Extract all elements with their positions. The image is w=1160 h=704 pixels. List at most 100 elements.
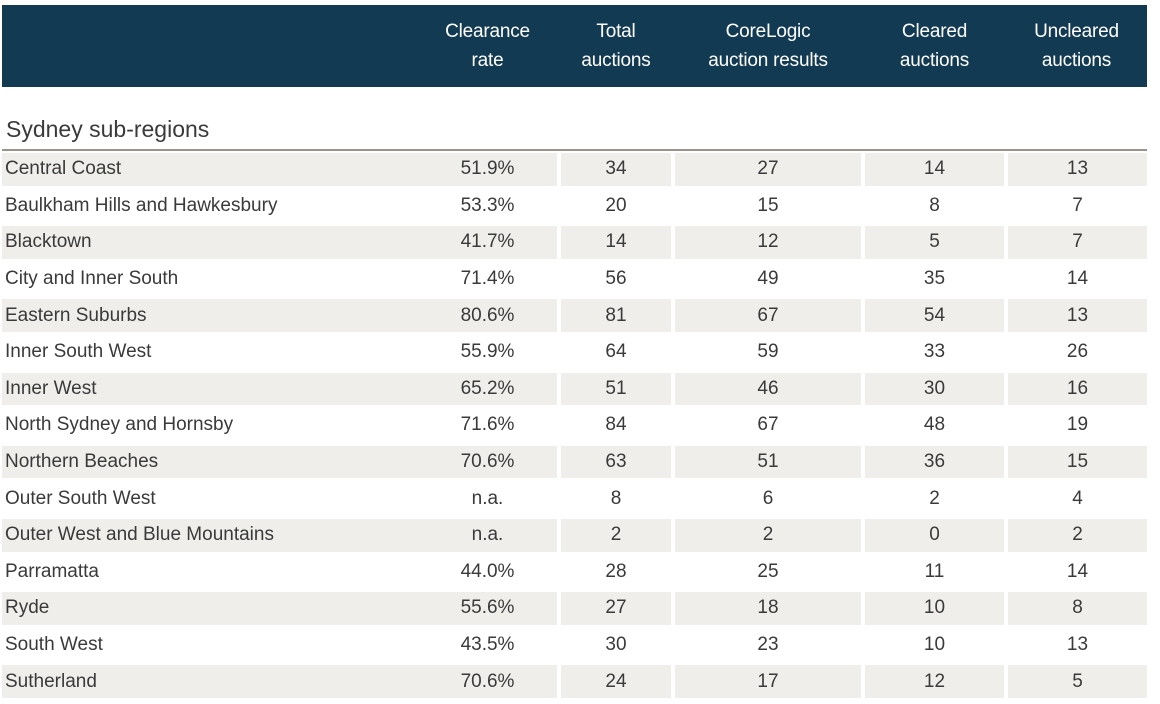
- cell-uncleared-auctions: 2: [1008, 518, 1147, 552]
- table-row: Ryde 55.6% 27 18 10 8: [2, 590, 1147, 627]
- cell-cleared-auctions: 10: [865, 592, 1004, 625]
- cell-region: Inner West: [2, 372, 419, 406]
- cell-corelogic-results: 18: [675, 592, 861, 625]
- cell-uncleared-auctions: 15: [1008, 445, 1147, 479]
- cell-uncleared-auctions: 8: [1008, 592, 1147, 625]
- cell-corelogic-results: 6: [675, 482, 861, 515]
- table-row: Northern Beaches 70.6% 63 51 36 15: [2, 444, 1147, 481]
- cell-cleared-auctions: 12: [865, 665, 1004, 698]
- cell-total-auctions: 84: [561, 409, 671, 442]
- header-cleared-auctions: Cleared auctions: [899, 21, 970, 71]
- cell-corelogic-results: 46: [675, 372, 861, 406]
- table-row: Sutherland 70.6% 24 17 12 5: [2, 663, 1147, 700]
- table-row: Baulkham Hills and Hawkesbury 53.3% 20 15 8 7: [2, 188, 1147, 225]
- table-row: Outer West and Blue Mountains n.a. 2 2 0 2: [2, 517, 1147, 554]
- header-uncleared-auctions: Uncleared auctions: [1034, 21, 1119, 71]
- cell-total-auctions: 27: [561, 592, 671, 625]
- cell-cleared-auctions: 0: [865, 518, 1004, 552]
- cell-corelogic-results: 12: [675, 226, 861, 259]
- cell-uncleared-auctions: 4: [1008, 482, 1147, 515]
- cell-clearance-rate: 51.9%: [418, 153, 557, 186]
- cell-uncleared-auctions: 5: [1008, 665, 1147, 698]
- cell-region: Inner South West: [2, 335, 419, 369]
- cell-corelogic-results: 67: [675, 299, 861, 332]
- cell-region: Ryde: [2, 592, 419, 625]
- cell-total-auctions: 51: [561, 372, 671, 406]
- cell-clearance-rate: 71.4%: [418, 262, 557, 296]
- table-row: Central Coast 51.9% 34 27 14 13: [2, 151, 1147, 188]
- table-row: Inner West 65.2% 51 46 30 16: [2, 371, 1147, 408]
- cell-corelogic-results: 27: [675, 153, 861, 186]
- cell-corelogic-results: 49: [675, 262, 861, 296]
- cell-corelogic-results: 17: [675, 665, 861, 698]
- section-divider: [2, 149, 1147, 151]
- cell-region: Eastern Suburbs: [2, 299, 419, 332]
- cell-total-auctions: 81: [561, 299, 671, 332]
- cell-total-auctions: 14: [561, 226, 671, 259]
- table-row: Eastern Suburbs 80.6% 81 67 54 13: [2, 297, 1147, 334]
- cell-clearance-rate: 55.9%: [418, 335, 557, 369]
- cell-region: North Sydney and Hornsby: [2, 409, 419, 442]
- table-row: Inner South West 55.9% 64 59 33 26: [2, 334, 1147, 371]
- cell-region: Central Coast: [2, 153, 419, 186]
- cell-cleared-auctions: 14: [865, 153, 1004, 186]
- table-row: Blacktown 41.7% 14 12 5 7: [2, 224, 1147, 261]
- cell-cleared-auctions: 11: [865, 555, 1004, 589]
- cell-clearance-rate: 70.6%: [418, 445, 557, 479]
- cell-clearance-rate: n.a.: [418, 482, 557, 515]
- table-row: Outer South West n.a. 8 6 2 4: [2, 480, 1147, 517]
- cell-region: Baulkham Hills and Hawkesbury: [2, 189, 419, 223]
- cell-total-auctions: 64: [561, 335, 671, 369]
- cell-cleared-auctions: 54: [865, 299, 1004, 332]
- cell-uncleared-auctions: 13: [1008, 153, 1147, 186]
- cell-region: Sutherland: [2, 665, 419, 698]
- cell-cleared-auctions: 35: [865, 262, 1004, 296]
- table-row: Parramatta 44.0% 28 25 11 14: [2, 554, 1147, 591]
- header-corelogic-results: CoreLogic auction results: [708, 21, 828, 71]
- cell-uncleared-auctions: 13: [1008, 299, 1147, 332]
- cell-corelogic-results: 59: [675, 335, 861, 369]
- cell-uncleared-auctions: 16: [1008, 372, 1147, 406]
- cell-uncleared-auctions: 26: [1008, 335, 1147, 369]
- cell-uncleared-auctions: 19: [1008, 409, 1147, 442]
- cell-corelogic-results: 25: [675, 555, 861, 589]
- cell-region: Blacktown: [2, 226, 419, 259]
- cell-clearance-rate: 71.6%: [418, 409, 557, 442]
- cell-clearance-rate: 43.5%: [418, 628, 557, 662]
- cell-region: Parramatta: [2, 555, 419, 589]
- header-total-auctions: Total auctions: [581, 21, 651, 71]
- cell-uncleared-auctions: 14: [1008, 262, 1147, 296]
- cell-region: Northern Beaches: [2, 445, 419, 479]
- cell-corelogic-results: 51: [675, 445, 861, 479]
- cell-clearance-rate: 53.3%: [418, 189, 557, 223]
- cell-clearance-rate: 65.2%: [418, 372, 557, 406]
- cell-corelogic-results: 15: [675, 189, 861, 223]
- cell-uncleared-auctions: 13: [1008, 628, 1147, 662]
- cell-corelogic-results: 2: [675, 518, 861, 552]
- table-row: City and Inner South 71.4% 56 49 35 14: [2, 261, 1147, 298]
- table-body: Central Coast 51.9% 34 27 14 13 Baulkham Hills…: [2, 151, 1147, 700]
- cell-uncleared-auctions: 7: [1008, 226, 1147, 259]
- cell-corelogic-results: 23: [675, 628, 861, 662]
- cell-total-auctions: 34: [561, 153, 671, 186]
- cell-cleared-auctions: 8: [865, 189, 1004, 223]
- section-title: Sydney sub-regions: [6, 116, 210, 142]
- cell-total-auctions: 63: [561, 445, 671, 479]
- cell-cleared-auctions: 30: [865, 372, 1004, 406]
- cell-uncleared-auctions: 14: [1008, 555, 1147, 589]
- cell-region: Outer West and Blue Mountains: [2, 518, 419, 552]
- cell-clearance-rate: 70.6%: [418, 665, 557, 698]
- cell-total-auctions: 2: [561, 518, 671, 552]
- cell-cleared-auctions: 36: [865, 445, 1004, 479]
- cell-total-auctions: 30: [561, 628, 671, 662]
- cell-total-auctions: 8: [561, 482, 671, 515]
- cell-cleared-auctions: 5: [865, 226, 1004, 259]
- cell-cleared-auctions: 33: [865, 335, 1004, 369]
- header-region: [2, 5, 416, 87]
- table-header: Clearance rate Total auctions CoreLogic …: [2, 5, 1147, 87]
- cell-total-auctions: 20: [561, 189, 671, 223]
- cell-region: City and Inner South: [2, 262, 419, 296]
- cell-total-auctions: 56: [561, 262, 671, 296]
- cell-cleared-auctions: 48: [865, 409, 1004, 442]
